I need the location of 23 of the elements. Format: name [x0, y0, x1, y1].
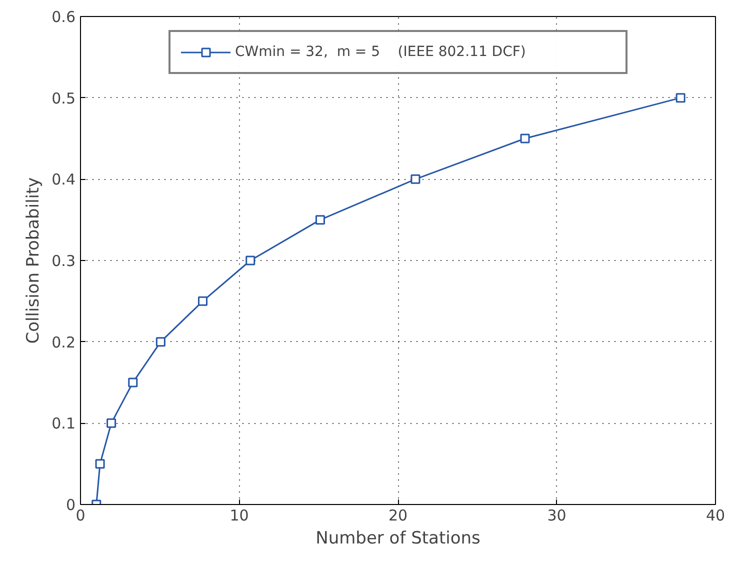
point: [315, 215, 325, 225]
point: [95, 459, 105, 469]
y-axis-title: Collision Probability: [24, 177, 44, 344]
point: [676, 93, 686, 103]
point: [410, 174, 420, 184]
point: [520, 134, 530, 144]
y-tick-label: 0.2: [52, 333, 76, 352]
point: [246, 256, 256, 266]
point: [156, 337, 166, 347]
x-tick-label: 20: [388, 506, 408, 524]
y-tick-label: 0.6: [52, 8, 76, 26]
y-tick-label: 0.1: [52, 414, 76, 433]
point: [128, 378, 138, 388]
x-tick-label: 40: [706, 506, 726, 524]
y-tick-label: 0.4: [52, 170, 76, 189]
y-tick-label: 0.3: [52, 252, 76, 270]
x-axis-title: Number of Stations: [316, 528, 481, 548]
x-tick-label: 10: [230, 506, 249, 524]
y-tick-label: 0.5: [52, 89, 76, 108]
point: [106, 418, 116, 428]
legend-label: CWmin = 32, m = 5 (IEEE 802.11 DCF): [235, 44, 527, 60]
point: [198, 296, 208, 306]
x-tick-label: 30: [547, 506, 566, 524]
